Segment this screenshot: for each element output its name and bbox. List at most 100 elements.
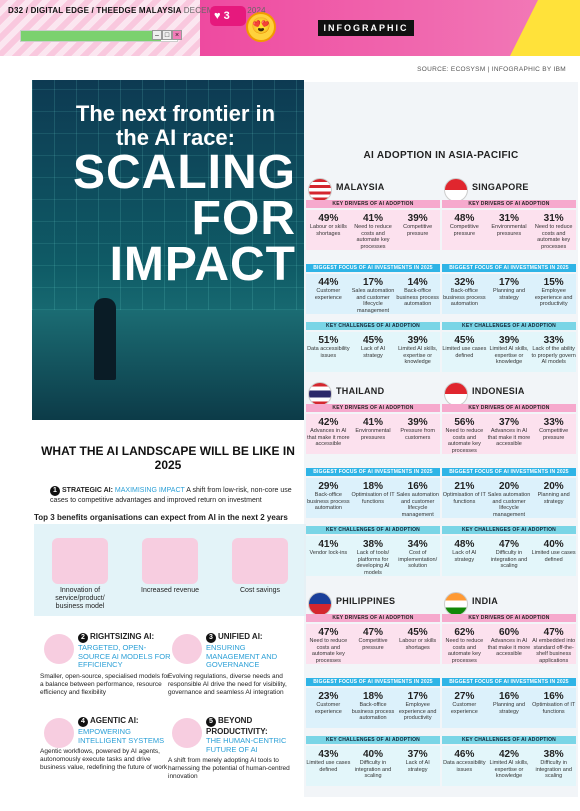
stat-item: 48% Lack of AI strategy — [442, 536, 487, 576]
landscape-title: WHAT THE AI LANDSCAPE WILL BE LIKE IN 20… — [41, 444, 295, 472]
stat-item: 23% Customer experience — [306, 688, 351, 728]
publication-name: THEEDGE MALAYSIA — [96, 6, 182, 15]
stat-value: 16% — [499, 691, 520, 702]
stat-value: 51% — [318, 335, 339, 346]
stat-description: Advances in AI that make it more accessi… — [307, 428, 350, 447]
stat-description: Employee experience and productivity — [534, 288, 573, 307]
page-number: D32 — [8, 6, 24, 15]
stat-description: Planning and strategy — [492, 702, 526, 715]
section-head: UNIFIED AI: — [218, 632, 263, 641]
challenges-header: KEY CHALLENGES OF AI ADOPTION — [442, 322, 576, 330]
stat-description: Limited use cases defined — [306, 760, 351, 773]
section-sub: EMPOWERING INTELLIGENT SYSTEMS — [78, 727, 165, 745]
stat-value: 48% — [454, 539, 475, 550]
stat-item: 39% Limited AI skills, expertise or knowl… — [487, 332, 532, 372]
stat-description: Difficulty in integration and scaling — [354, 760, 392, 779]
stat-description: Advances in AI that make it more accessi… — [487, 638, 531, 657]
section-head: RIGHTSIZING AI: — [90, 632, 155, 641]
stat-value: 15% — [543, 277, 564, 288]
adoption-title: AI ADOPTION IN ASIA-PACIFIC — [363, 150, 519, 161]
stat-item: 37% Lack of AI strategy — [395, 746, 440, 786]
stat-value: 33% — [543, 417, 564, 428]
benefit-label: Cost savings — [239, 587, 281, 594]
stat-description: Planning and strategy — [492, 288, 526, 301]
drivers-header: KEY DRIVERS OF AI ADOPTION — [306, 404, 440, 412]
stat-item: 20% Sales automation and customer lifecyc… — [487, 478, 532, 518]
stat-item: 47% AI embedded into standard off-the-she… — [531, 624, 576, 664]
governance-icon — [172, 634, 202, 664]
focus-header: BIGGEST FOCUS OF AI INVESTMENTS IN 2025 — [442, 678, 576, 686]
hero-title-line2: the AI race: — [115, 125, 235, 150]
stat-value: 21% — [454, 481, 475, 492]
section-head: BEYOND PRODUCTIVITY: — [206, 716, 268, 736]
infographic-tag: INFOGRAPHIC — [318, 20, 414, 36]
cost-savings-icon — [232, 538, 288, 584]
stat-value: 41% — [318, 539, 339, 550]
section-text: Smaller, open-source, specialised models… — [40, 672, 170, 696]
stat-item: 34% Cost of implementation/ solution — [395, 536, 440, 576]
stat-description: AI embedded into standard off-the-shelf … — [532, 638, 576, 664]
stat-value: 17% — [407, 691, 428, 702]
section-sub: THE HUMAN-CENTRIC FUTURE OF AI — [206, 736, 287, 754]
stat-value: 41% — [363, 213, 384, 224]
focus-stats: 21% Optimisation of IT functions 20% Sales … — [442, 478, 576, 518]
like-count: 3 — [223, 10, 230, 22]
benefit-card: Increased revenue — [134, 538, 206, 614]
stat-item: 41% Vendor lock-ins — [306, 536, 351, 576]
stat-item: 17% Sales automation and customer lifecyc… — [351, 274, 396, 314]
drivers-stats: 56% Need to reduce costs and automate key… — [442, 414, 576, 454]
stat-description: Labour or skills shortages — [399, 638, 437, 651]
section-sub: TARGETED, OPEN-SOURCE AI MODELS FOR EFFI… — [78, 643, 171, 669]
stat-description: Planning and strategy — [537, 492, 570, 505]
focus-stats: 29% Back-office business process automati… — [306, 478, 440, 518]
stat-item: 40% Difficulty in integration and scaling — [351, 746, 396, 786]
human-centric-icon — [172, 718, 202, 748]
section-name: DIGITAL EDGE — [30, 6, 90, 15]
stat-item: 18% Optimisation of IT functions — [351, 478, 396, 518]
country-name: MALAYSIA — [336, 182, 385, 192]
india-flag-icon — [444, 592, 468, 616]
stat-value: 45% — [407, 627, 428, 638]
stat-description: Limited AI skills, expertise or knowledg… — [489, 760, 529, 779]
stat-description: Need to reduce costs and automate key pr… — [534, 224, 573, 250]
stat-description: Competitive pressure — [403, 224, 433, 237]
challenges-header: KEY CHALLENGES OF AI ADOPTION — [442, 736, 576, 744]
malaysia-flag-icon — [308, 178, 332, 202]
stat-value: 41% — [363, 417, 384, 428]
stat-item: 21% Optimisation of IT functions — [442, 478, 487, 518]
stat-item: 17% Planning and strategy — [487, 274, 532, 314]
stat-value: 31% — [499, 213, 520, 224]
benefit-label: Innovation of service/product/ business … — [55, 587, 105, 610]
focus-header: BIGGEST FOCUS OF AI INVESTMENTS IN 2025 — [306, 468, 440, 476]
section-number: 5 — [206, 717, 216, 727]
stat-value: 39% — [407, 213, 428, 224]
stat-value: 37% — [499, 417, 520, 428]
stat-item: 43% Limited use cases defined — [306, 746, 351, 786]
focus-header: BIGGEST FOCUS OF AI INVESTMENTS IN 2025 — [306, 264, 440, 272]
stat-description: Sales automation and customer lifecycle … — [487, 492, 531, 518]
stat-description: Environmental pressures — [491, 224, 527, 237]
challenges-stats: 48% Lack of AI strategy 47% Difficulty in i… — [442, 536, 576, 576]
stat-item: 16% Sales automation and customer lifecyc… — [395, 478, 440, 518]
stat-value: 45% — [454, 335, 475, 346]
country-name: THAILAND — [336, 386, 385, 396]
innovation-icon — [52, 538, 108, 584]
stat-description: Vendor lock-ins — [309, 550, 348, 556]
focus-header: BIGGEST FOCUS OF AI INVESTMENTS IN 2025 — [442, 264, 576, 272]
challenges-stats: 41% Vendor lock-ins 38% Lack of tools/ plat… — [306, 536, 440, 576]
stat-value: 47% — [543, 627, 564, 638]
stat-item: 15% Employee experience and productivity — [531, 274, 576, 314]
section-text: A shift from merely adopting AI tools to… — [168, 757, 290, 780]
stat-item: 27% Customer experience — [442, 688, 487, 728]
stat-value: 44% — [318, 277, 339, 288]
stat-value: 32% — [454, 277, 475, 288]
challenges-stats: 46% Data accessibility issues 42% Limited A… — [442, 746, 576, 786]
drivers-stats: 47% Need to reduce costs and automate key… — [306, 624, 440, 664]
open-source-icon — [44, 634, 74, 664]
stat-item: 62% Need to reduce costs and automate key… — [442, 624, 487, 664]
stat-item: 39% Pressure from customers — [395, 414, 440, 454]
challenges-header: KEY CHALLENGES OF AI ADOPTION — [306, 736, 440, 744]
stat-item: 31% Need to reduce costs and automate key… — [531, 210, 576, 250]
stat-item: 20% Planning and strategy — [531, 478, 576, 518]
stat-item: 16% Optimisation of IT functions — [531, 688, 576, 728]
